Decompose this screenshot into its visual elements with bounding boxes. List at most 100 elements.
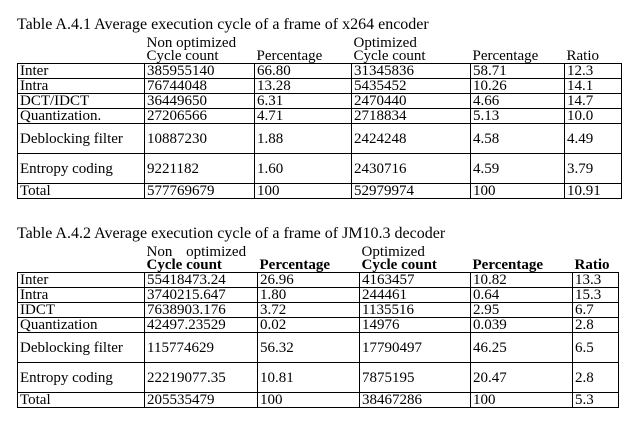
- row-label: Entropy coding: [17, 153, 145, 184]
- table-row: Intra 76744048 13.28 5435452 10.26 14.1: [17, 78, 622, 94]
- cell: 56.32: [257, 332, 360, 363]
- cell: 4.66: [470, 93, 565, 109]
- table-row: Entropy coding 9221182 1.60 2430716 4.59…: [17, 153, 622, 184]
- table1: Non optimized Optimized Cycle count Perc…: [17, 35, 622, 199]
- cell: 115774629: [144, 332, 258, 363]
- cell: 100: [254, 183, 352, 199]
- table2-group-header-row: Non optimized Optimized: [18, 244, 619, 260]
- table1-caption: Table A.4.1 Average execution cycle of a…: [17, 16, 429, 33]
- cell: 0.64: [470, 287, 573, 303]
- row-label: Quantization.: [17, 108, 145, 124]
- table2: Non optimized Optimized Cycle count Perc…: [17, 244, 619, 408]
- cell: 4.49: [564, 123, 622, 154]
- cell: 9221182: [144, 153, 255, 184]
- table1-empty-cell: [18, 50, 145, 64]
- cell: 2424248: [351, 123, 471, 154]
- cell: 4.71: [254, 108, 352, 124]
- cell: 7875195: [359, 362, 471, 393]
- cell: 10.81: [257, 362, 360, 393]
- cell: 3.72: [257, 302, 360, 318]
- table2-header-row: Cycle count Percentage Cycle count Perce…: [18, 257, 619, 273]
- cell: 22219077.35: [144, 362, 258, 393]
- table2-empty-cell: [18, 259, 145, 273]
- row-label: Inter: [17, 63, 145, 79]
- cell: 4.59: [470, 153, 565, 184]
- cell: 244461: [359, 287, 471, 303]
- cell: 6.7: [572, 302, 619, 318]
- cell: 0.039: [470, 317, 573, 333]
- cell: 31345836: [351, 63, 471, 79]
- cell: 385955140: [144, 63, 255, 79]
- cell: 13.3: [572, 272, 619, 288]
- row-label: Quantization: [17, 317, 145, 333]
- table1-group-header-row: Non optimized Optimized: [18, 35, 622, 51]
- cell: 100: [470, 392, 573, 408]
- cell: 4.58: [470, 123, 565, 154]
- cell: 58.71: [470, 63, 565, 79]
- row-label: Entropy coding: [17, 362, 145, 393]
- cell: 0.02: [257, 317, 360, 333]
- table-row: Quantization. 27206566 4.71 2718834 5.13…: [17, 108, 622, 124]
- cell: 14.7: [564, 93, 622, 109]
- cell: 2470440: [351, 93, 471, 109]
- cell: 10.91: [564, 183, 622, 199]
- table1-header-cell: Cycle count: [353, 48, 426, 64]
- cell: 6.31: [254, 93, 352, 109]
- cell: 46.25: [470, 332, 573, 363]
- cell: 38467286: [359, 392, 471, 408]
- cell: 1.60: [254, 153, 352, 184]
- cell: 4163457: [359, 272, 471, 288]
- table-row: Inter 385955140 66.80 31345836 58.71 12.…: [17, 63, 622, 79]
- cell: 3740215.647: [144, 287, 258, 303]
- table-row: Entropy coding 22219077.35 10.81 7875195…: [17, 362, 619, 393]
- row-label: Inter: [17, 272, 145, 288]
- cell: 15.3: [572, 287, 619, 303]
- cell: 5.3: [572, 392, 619, 408]
- table2-header-cell: Ratio: [574, 257, 610, 273]
- table1-group-optimized: Optimized: [353, 35, 417, 51]
- cell: 20.47: [470, 362, 573, 393]
- table-row: Deblocking filter 10887230 1.88 2424248 …: [17, 123, 622, 154]
- cell: 27206566: [144, 108, 255, 124]
- row-label: Intra: [17, 287, 145, 303]
- cell: 100: [470, 183, 565, 199]
- cell: 2.8: [572, 362, 619, 393]
- table2-header-cell: Percentage: [472, 257, 544, 273]
- cell: 55418473.24: [144, 272, 258, 288]
- cell: 52979974: [351, 183, 471, 199]
- cell: 10.26: [470, 78, 565, 94]
- cell: 14.1: [564, 78, 622, 94]
- table2-header-cell: Percentage: [259, 257, 331, 273]
- cell: 14976: [359, 317, 471, 333]
- table1-header-cell: Ratio: [566, 48, 600, 64]
- table2-caption: Table A.4.2 Average execution cycle of a…: [17, 225, 446, 242]
- table1-group-non-optimized: Non optimized: [146, 35, 237, 51]
- cell: 42497.23529: [144, 317, 258, 333]
- table1-header-cell: Cycle count: [146, 48, 219, 64]
- cell: 205535479: [144, 392, 258, 408]
- row-label: Total: [17, 183, 145, 199]
- cell: 3.79: [564, 153, 622, 184]
- table2-header-cell: Cycle count: [146, 257, 222, 273]
- cell: 2.8: [572, 317, 619, 333]
- table-row: DCT/IDCT 36449650 6.31 2470440 4.66 14.7: [17, 93, 622, 109]
- row-label: DCT/IDCT: [17, 93, 145, 109]
- table2-group-non-optimized: Non optimized: [146, 244, 247, 260]
- cell: 13.28: [254, 78, 352, 94]
- cell: 2430716: [351, 153, 471, 184]
- cell: 1135516: [359, 302, 471, 318]
- row-label: Intra: [17, 78, 145, 94]
- cell: 7638903.176: [144, 302, 258, 318]
- cell: 1.88: [254, 123, 352, 154]
- cell: 17790497: [359, 332, 471, 363]
- cell: 1.80: [257, 287, 360, 303]
- cell: 66.80: [254, 63, 352, 79]
- table-row: Total 577769679 100 52979974 100 10.91: [17, 183, 622, 199]
- table-row: IDCT 7638903.176 3.72 1135516 2.95 6.7: [17, 302, 619, 318]
- table2-header-cell: Cycle count: [361, 257, 437, 273]
- table1-header-cell: Percentage: [472, 48, 539, 64]
- cell: 5.13: [470, 108, 565, 124]
- cell: 577769679: [144, 183, 255, 199]
- table-row: Total 205535479 100 38467286 100 5.3: [17, 392, 619, 408]
